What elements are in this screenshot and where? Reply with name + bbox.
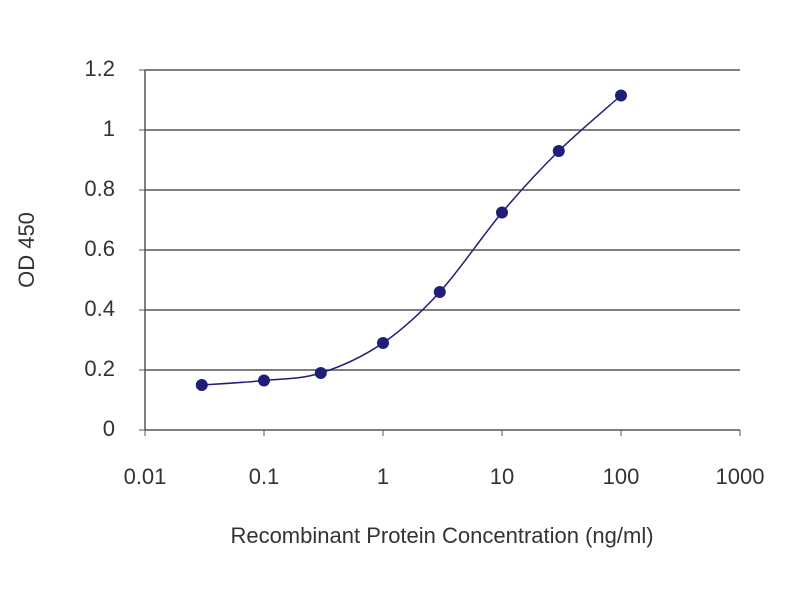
data-point [195,379,208,391]
data-point [258,374,270,387]
x-tick-label: 1000 [716,464,765,489]
x-tick-label: 0.01 [124,464,167,489]
y-tick-label: 0.4 [84,296,115,321]
y-tick-label: 0.2 [84,356,115,381]
x-axis-title: Recombinant Protein Concentration (ng/ml… [230,523,653,548]
x-tick-label: 100 [603,464,640,489]
data-point [496,206,508,219]
data-point [314,367,327,379]
data-point [377,337,389,349]
x-tick-label: 1 [377,464,389,489]
x-tick-label: 10 [490,464,514,489]
data-point [615,89,627,102]
data-point [552,145,565,157]
data-point [433,286,446,298]
y-tick-label: 0.6 [84,236,115,261]
y-tick-label: 1.2 [84,56,115,81]
y-tick-label: 0 [103,416,115,441]
curve [201,94,622,386]
y-tick-label: 1 [103,116,115,141]
y-tick-label: 0.8 [84,176,115,201]
x-tick-label: 0.1 [249,464,280,489]
y-axis-title: OD 450 [14,212,39,288]
